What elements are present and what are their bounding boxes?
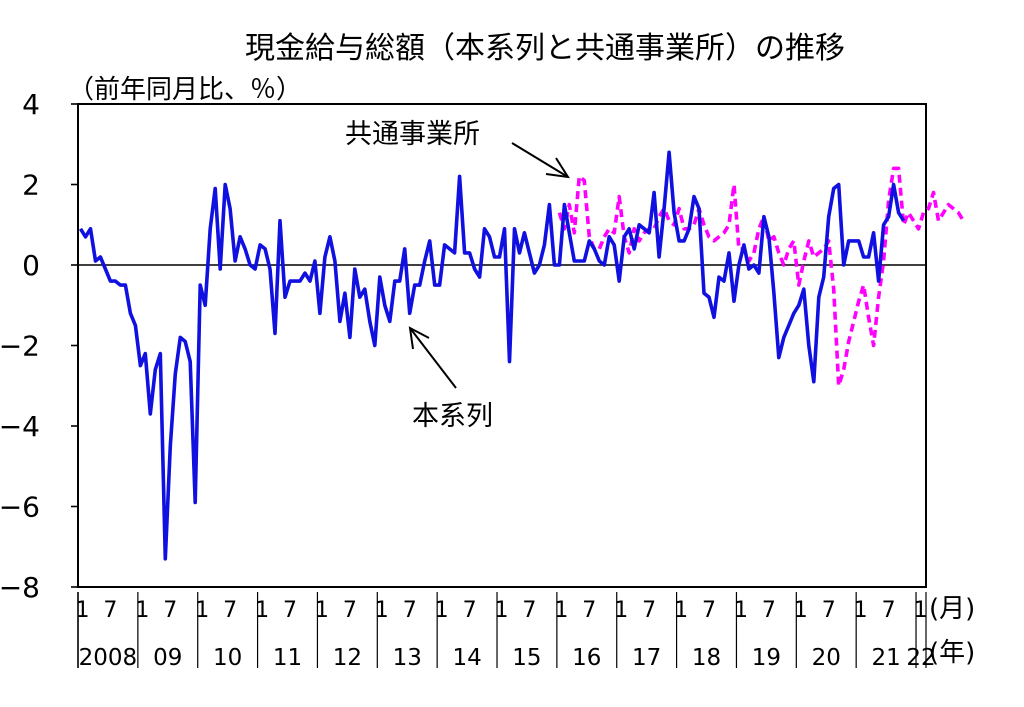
y-tick-label: −6 — [0, 491, 40, 524]
year-label: 19 — [752, 645, 781, 671]
month-tick-label: 7 — [463, 598, 477, 623]
month-tick-label: 7 — [163, 598, 177, 623]
month-tick-label: 1 — [435, 598, 449, 623]
month-tick-label: 7 — [343, 598, 357, 623]
month-tick-label: 1 — [914, 598, 928, 623]
y-tick-label: −8 — [0, 571, 40, 604]
month-tick-label: 7 — [702, 598, 716, 623]
month-tick-label: 1 — [135, 598, 149, 623]
year-label: 13 — [393, 645, 422, 671]
year-label: 18 — [692, 645, 721, 671]
month-tick-label: 7 — [403, 598, 417, 623]
month-tick-label: 7 — [522, 598, 536, 623]
y-tick-label: −2 — [0, 330, 40, 363]
chart-title: 現金給与総額（本系列と共通事業所）の推移 — [245, 31, 845, 66]
plot-area — [77, 103, 927, 588]
year-label: 15 — [512, 645, 541, 671]
month-tick-label: 1 — [854, 598, 868, 623]
year-label: 14 — [452, 645, 481, 671]
month-tick-label: 1 — [614, 598, 628, 623]
month-tick-label: 7 — [223, 598, 237, 623]
annotation-kyotsu-label: 共通事業所 — [345, 119, 480, 150]
year-label: 10 — [213, 645, 242, 671]
y-tick-label: 4 — [22, 88, 40, 121]
annotation-kyotsu-arrow — [511, 142, 570, 179]
month-tick-label: 1 — [674, 598, 688, 623]
y-axis-unit: （前年同月比、％） — [68, 75, 302, 105]
year-label: 12 — [333, 645, 362, 671]
x-axis-unit-month: (月) — [929, 594, 975, 624]
y-tick-label: −4 — [0, 410, 40, 443]
year-label: 17 — [632, 645, 661, 671]
year-label: 2008 — [79, 645, 138, 671]
month-tick-label: 1 — [195, 598, 209, 623]
month-tick-label: 7 — [283, 598, 297, 623]
month-tick-label: 7 — [882, 598, 896, 623]
month-tick-label: 1 — [794, 598, 808, 623]
year-label: 21 — [871, 645, 900, 671]
month-tick-label: 1 — [734, 598, 748, 623]
year-label: 09 — [153, 645, 182, 671]
month-tick-label: 1 — [554, 598, 568, 623]
month-tick-label: 7 — [642, 598, 656, 623]
month-tick-label: 7 — [762, 598, 776, 623]
year-label: 20 — [812, 645, 841, 671]
year-label: 22 — [906, 645, 935, 671]
y-tick-label: 0 — [22, 249, 40, 282]
annotation-hon-label: 本系列 — [412, 401, 493, 432]
month-tick-label: 7 — [582, 598, 596, 623]
month-tick-label: 1 — [315, 598, 329, 623]
month-tick-label: 1 — [255, 598, 269, 623]
month-tick-label: 1 — [375, 598, 389, 623]
series-line-hon — [78, 150, 906, 561]
month-tick-label: 1 — [495, 598, 509, 623]
annotation-hon-arrow — [408, 326, 457, 389]
month-tick-label: 7 — [103, 598, 117, 623]
y-tick-label: 2 — [22, 169, 40, 202]
year-label: 16 — [572, 645, 601, 671]
year-label: 11 — [273, 645, 302, 671]
series-line-kyotsu — [557, 166, 965, 388]
month-tick-label: 7 — [822, 598, 836, 623]
month-tick-label: 1 — [75, 598, 89, 623]
x-axis-unit-year: (年) — [929, 638, 975, 668]
